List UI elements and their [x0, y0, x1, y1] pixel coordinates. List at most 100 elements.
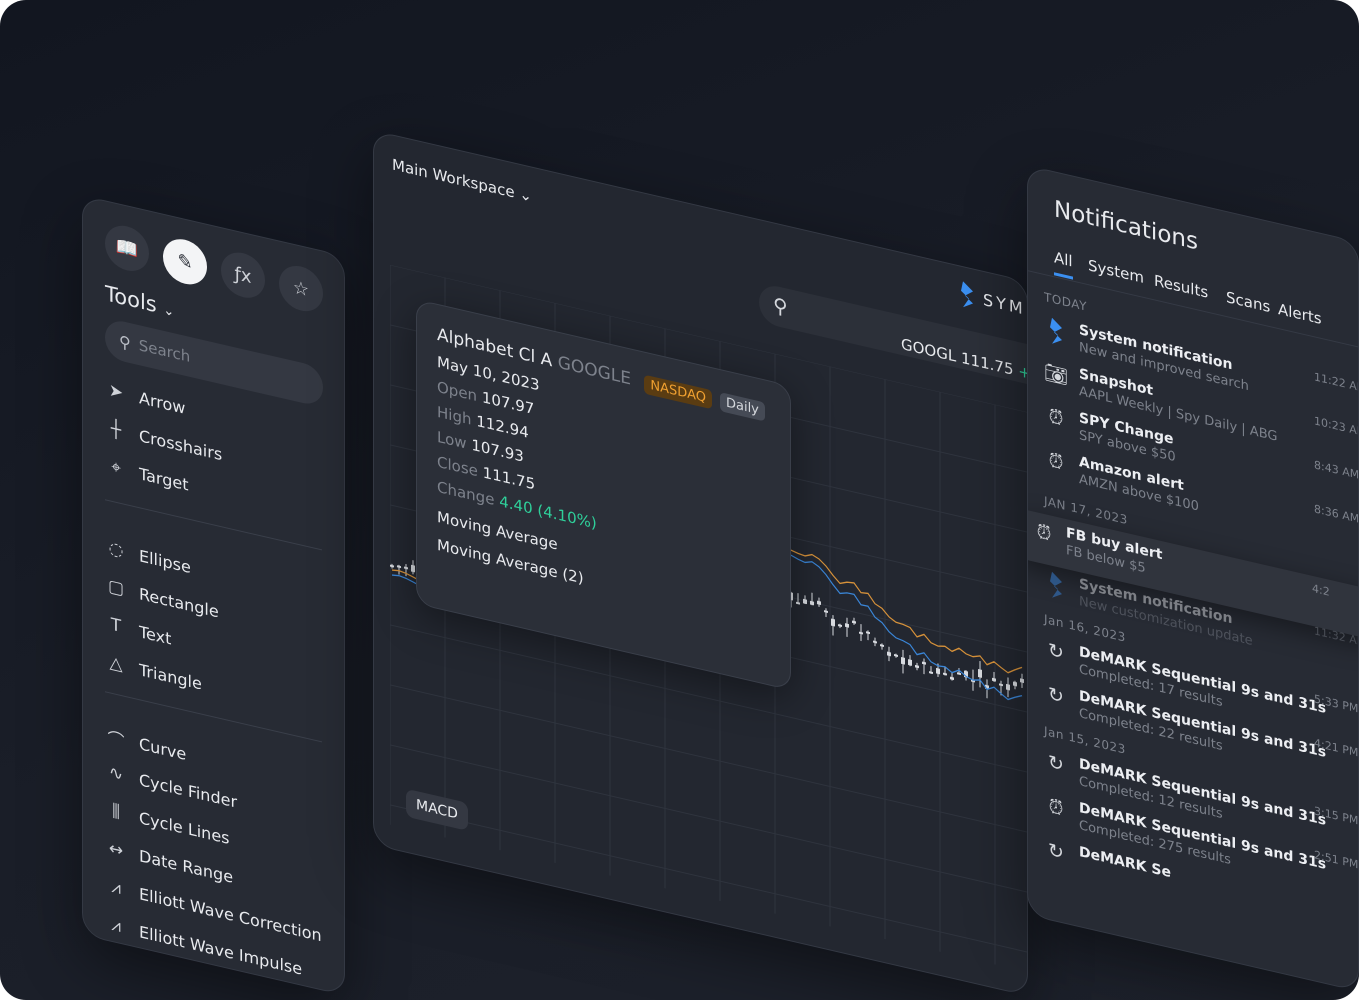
tool-label: Cycle Finder: [139, 769, 238, 812]
brand-logo: SYME: [959, 280, 1028, 324]
candle-body: [845, 623, 849, 628]
notification-time: 4:2: [1312, 581, 1330, 599]
notifications-panel: Notifications All System Results Scans Alert…: [1027, 165, 1359, 992]
candle-body: [929, 671, 933, 675]
ohlc-label: Close: [437, 452, 478, 481]
pencil-button[interactable]: ✎: [163, 234, 207, 289]
ohlc-value: 107.97: [481, 388, 535, 419]
tool-text[interactable]: T Text: [105, 613, 172, 648]
tab-scans[interactable]: Scans: [1226, 287, 1271, 317]
candle-body: [894, 654, 898, 657]
tool-label: Curve: [139, 734, 187, 765]
symbol-logo-icon: [1044, 570, 1068, 600]
rectangle-icon: ▢: [107, 575, 125, 600]
brand-name: SYME: [983, 289, 1028, 322]
tool-label: Rectangle: [139, 583, 219, 622]
tool-ellipse[interactable]: ◌ Ellipse: [105, 537, 191, 577]
tool-label: Arrow: [139, 387, 186, 418]
candle-body: [901, 656, 905, 665]
tools-panel: 📖 ✎ ƒx ☆ Tools ⌄ ⚲ Search ➤ Arrow ┼ Crosshairs…: [82, 195, 345, 996]
tab-alerts[interactable]: Alerts: [1278, 299, 1322, 328]
candle-body: [992, 677, 996, 682]
function-icon: ƒx: [234, 262, 252, 288]
alarm-clock-icon: ⏰︎: [1048, 404, 1064, 431]
ohlc-value: 112.94: [476, 411, 529, 442]
tool-label: Ellipse: [139, 545, 191, 577]
candle-body: [397, 565, 401, 569]
candle-body: [978, 669, 982, 678]
crosshairs-icon: ┼: [110, 418, 122, 442]
candle-body: [866, 631, 870, 635]
search-icon: ⚲: [773, 292, 788, 320]
target-icon: ⌖: [111, 456, 121, 479]
triangle-icon: △: [109, 652, 123, 676]
curve-icon: ⌒: [107, 728, 125, 753]
candle-body: [859, 631, 863, 635]
symbol-logo-icon: [961, 281, 973, 308]
candle-body: [1006, 683, 1010, 691]
ohlc-label: Low: [437, 427, 467, 453]
grid-line: [390, 744, 1028, 894]
candle-body: [810, 600, 814, 606]
candle-body: [1020, 678, 1024, 684]
book-button[interactable]: 📖: [105, 221, 149, 276]
candle-body: [1013, 681, 1017, 687]
candle-body: [908, 659, 912, 666]
candle-body: [796, 601, 800, 605]
elliott-wave-impulse-icon: ⩘: [111, 914, 121, 937]
tool-arrow[interactable]: ➤ Arrow: [105, 379, 185, 418]
camera-icon: 📷︎: [1044, 360, 1069, 389]
ellipse-icon: ◌: [108, 538, 124, 562]
notification-item[interactable]: System notification New and improved sear…: [1044, 314, 1359, 427]
candle-body: [873, 640, 877, 644]
tool-crosshairs[interactable]: ┼ Crosshairs: [105, 417, 222, 464]
tools-title[interactable]: Tools ⌄: [105, 281, 174, 321]
text-icon: T: [110, 614, 122, 638]
tab-all[interactable]: All: [1054, 248, 1073, 280]
candle-body: [999, 683, 1003, 687]
grid-line: [390, 804, 1028, 954]
tool-label: Target: [139, 463, 189, 495]
tool-target[interactable]: ⌖ Target: [105, 455, 189, 495]
star-button[interactable]: ☆: [279, 261, 323, 316]
tools-title-label: Tools: [105, 281, 157, 318]
notification-item[interactable]: System notification New customization upd…: [1044, 568, 1359, 681]
tab-system[interactable]: System: [1088, 256, 1144, 287]
candle-body: [950, 676, 954, 681]
tool-triangle[interactable]: △ Triangle: [105, 651, 201, 693]
tool-rectangle[interactable]: ▢ Rectangle: [105, 575, 219, 621]
tool-curve[interactable]: ⌒ Curve: [105, 723, 187, 767]
interval-badge: Daily: [719, 392, 765, 422]
arrow-cursor-icon: ➤: [108, 380, 124, 404]
tab-results[interactable]: Results: [1154, 271, 1209, 302]
scan-icon: ↻: [1048, 638, 1064, 665]
candle-body: [831, 618, 835, 627]
candle-body: [803, 598, 807, 605]
tool-label: Crosshairs: [139, 425, 223, 464]
elliott-wave-icon: ⩘: [111, 876, 121, 899]
function-button[interactable]: ƒx: [221, 248, 265, 303]
pencil-icon: ✎: [177, 249, 193, 275]
candle-body: [390, 564, 394, 568]
tool-group-divider: [105, 499, 322, 551]
candle-body: [838, 624, 842, 628]
tool-label: Date Range: [139, 845, 234, 887]
alarm-clock-icon: ⏰︎: [1036, 520, 1052, 546]
candle-body: [824, 610, 828, 614]
search-icon: ⚲: [119, 331, 131, 353]
scan-icon: ↻: [1048, 838, 1064, 865]
workspace-selector[interactable]: Main Workspace ⌄: [392, 155, 532, 205]
chevron-down-icon: ⌄: [163, 302, 175, 321]
alarm-clock-icon: ⏰︎: [1048, 794, 1064, 821]
candle-body: [817, 600, 821, 606]
candle-body: [852, 620, 856, 624]
date-group-header: TODAY: [1044, 289, 1087, 314]
grid-line: [390, 264, 1028, 414]
candle-body: [411, 564, 415, 573]
date-range-icon: ↔: [108, 838, 124, 862]
candle-body: [404, 566, 408, 570]
ohlc-value: 107.93: [471, 435, 524, 466]
candle-body: [915, 664, 919, 669]
candle-body: [887, 651, 891, 657]
